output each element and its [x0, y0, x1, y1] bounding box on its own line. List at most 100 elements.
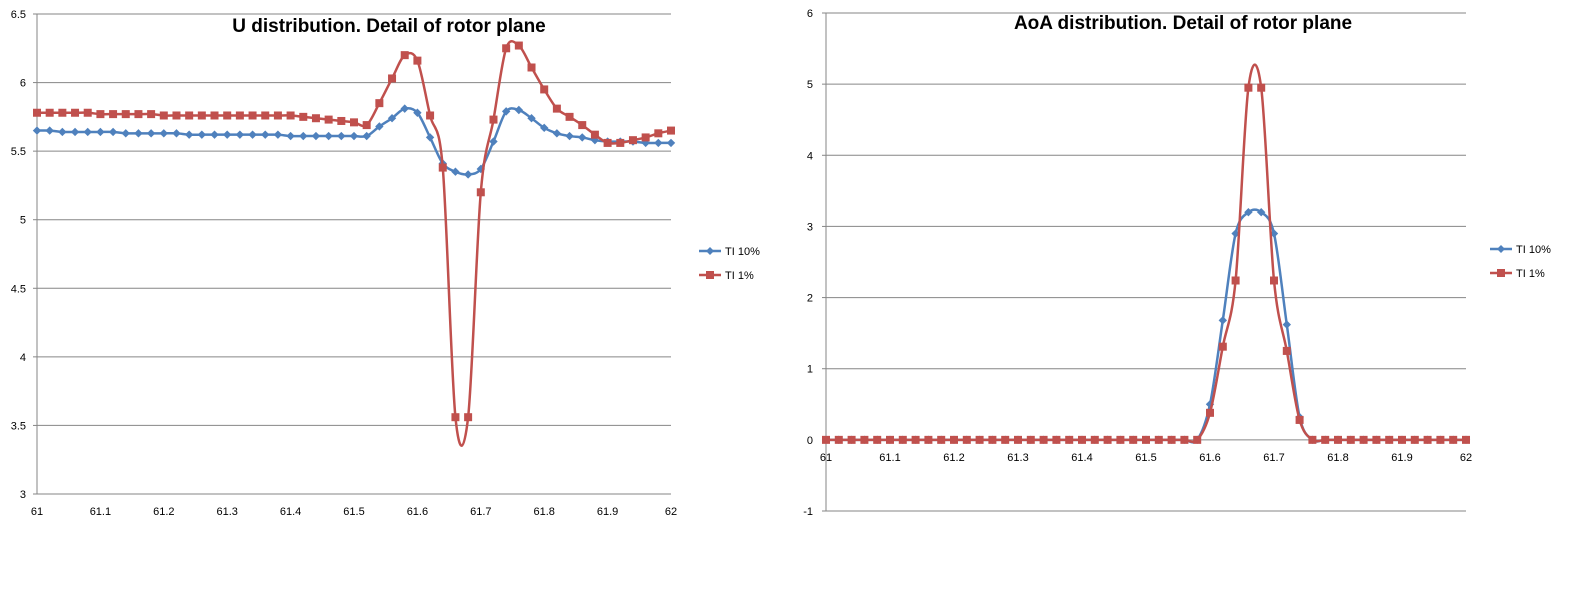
- data-point: [299, 112, 308, 121]
- y-tick-label: 1: [807, 364, 813, 376]
- data-point: [96, 110, 105, 119]
- data-point: [1436, 435, 1445, 444]
- data-point: [248, 111, 257, 120]
- data-point: [1231, 276, 1240, 285]
- data-point: [1423, 435, 1432, 444]
- data-point: [70, 127, 80, 137]
- data-point: [286, 111, 295, 120]
- data-point: [311, 131, 321, 141]
- data-point: [1270, 276, 1278, 285]
- data-point: [847, 435, 856, 444]
- data-point: [603, 138, 612, 147]
- aoa-distribution-chart: AoA distribution. Detail of rotor plane …: [776, 0, 1586, 528]
- data-point: [463, 170, 473, 179]
- data-point: [834, 435, 843, 444]
- data-point: [590, 135, 600, 145]
- x-tick-label: 61.1: [90, 506, 111, 518]
- data-point: [83, 108, 92, 117]
- aoa-chart-title: AoA distribution. Detail of rotor plane: [1014, 13, 1352, 34]
- data-point: [311, 114, 320, 123]
- y-tick-label: 5: [807, 79, 813, 91]
- data-point: [565, 131, 574, 141]
- data-point: [33, 108, 41, 117]
- data-point: [628, 136, 637, 145]
- x-tick-label: 61.8: [1327, 452, 1348, 464]
- data-point: [1218, 342, 1227, 351]
- data-point: [375, 99, 384, 108]
- data-point: [822, 435, 830, 444]
- data-point: [286, 131, 295, 141]
- y-tick-label: 3: [807, 221, 813, 233]
- data-point: [248, 130, 257, 139]
- data-point: [324, 115, 333, 124]
- data-point: [1385, 435, 1394, 444]
- data-point: [45, 126, 54, 135]
- data-point: [476, 188, 485, 197]
- data-point: [451, 413, 460, 422]
- data-point: [1129, 435, 1138, 444]
- data-point: [898, 435, 907, 444]
- data-point: [299, 131, 308, 141]
- data-point: [654, 138, 663, 148]
- data-point: [261, 111, 270, 120]
- data-point: [464, 413, 473, 422]
- data-point: [1410, 435, 1419, 444]
- data-point: [197, 111, 206, 120]
- x-tick-label: 61.2: [153, 506, 174, 518]
- series-line: [826, 63, 1466, 444]
- data-point: [1078, 435, 1086, 444]
- data-point: [1065, 435, 1074, 444]
- x-tick-label: 61.1: [879, 452, 900, 464]
- data-point: [159, 111, 168, 120]
- data-point: [45, 108, 54, 117]
- data-point: [937, 435, 946, 444]
- data-point: [1103, 435, 1112, 444]
- data-point: [502, 44, 511, 53]
- data-point: [641, 133, 650, 142]
- data-point: [667, 126, 675, 135]
- data-point: [451, 167, 460, 176]
- legend-label: TI 1%: [1516, 268, 1545, 280]
- y-tick-label: 4.5: [11, 283, 26, 295]
- data-point: [654, 129, 663, 138]
- data-point: [235, 130, 245, 139]
- y-tick-label: 6: [20, 78, 26, 90]
- data-point: [924, 435, 933, 444]
- data-point: [223, 130, 232, 139]
- data-point: [413, 108, 422, 117]
- y-tick-label: -1: [803, 506, 813, 518]
- x-tick-label: 61.4: [1071, 452, 1092, 464]
- x-tick-label: 62: [1460, 452, 1472, 464]
- data-point: [387, 114, 397, 123]
- data-point: [527, 63, 536, 72]
- y-tick-label: 3: [20, 489, 26, 501]
- data-point: [147, 110, 156, 119]
- x-tick-label: 61.7: [470, 506, 491, 518]
- data-point: [1346, 435, 1355, 444]
- data-point: [514, 41, 523, 50]
- legend-marker: [706, 271, 714, 279]
- y-tick-label: 0: [807, 435, 813, 447]
- data-point: [146, 129, 156, 138]
- data-point: [172, 129, 181, 138]
- u-distribution-plot: U distribution. Detail of rotor plane 3 3…: [11, 9, 760, 518]
- data-point: [425, 133, 435, 142]
- data-point: [273, 130, 283, 139]
- data-point: [350, 118, 358, 127]
- x-tick-label: 61.5: [1135, 452, 1156, 464]
- data-point: [540, 123, 549, 133]
- data-point: [1462, 435, 1470, 444]
- data-point: [1142, 435, 1150, 444]
- data-point: [121, 110, 130, 119]
- data-point: [616, 138, 625, 147]
- data-point: [1372, 435, 1381, 444]
- data-point: [400, 51, 409, 60]
- data-point: [1116, 435, 1125, 444]
- x-tick-label: 61.3: [1007, 452, 1028, 464]
- y-tick-label: 3.5: [11, 420, 26, 432]
- data-point: [261, 130, 270, 139]
- data-point: [1001, 435, 1010, 444]
- series-line: [36, 107, 671, 176]
- data-point: [514, 105, 524, 115]
- data-point: [578, 121, 587, 130]
